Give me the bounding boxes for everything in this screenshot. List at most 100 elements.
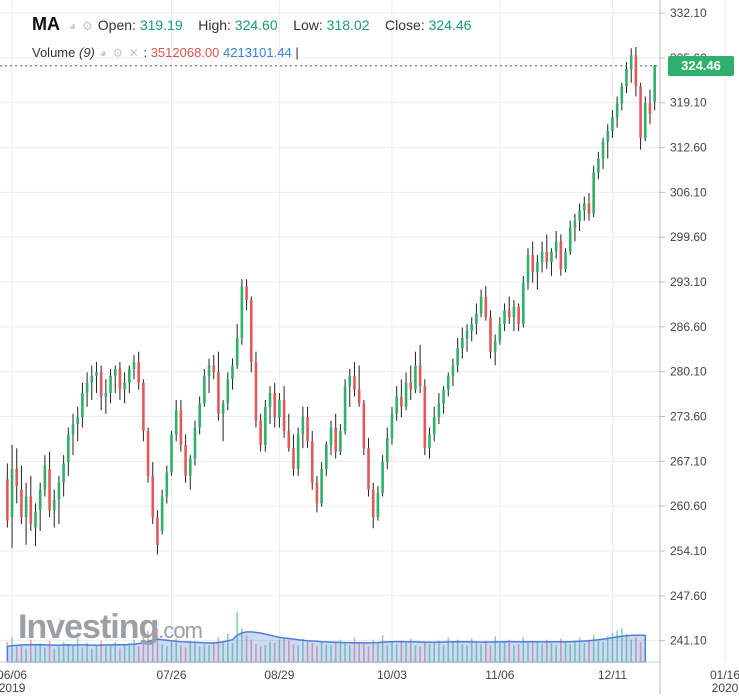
- candle-body: [437, 403, 441, 418]
- candle-body: [38, 489, 42, 511]
- candle-body: [376, 493, 380, 518]
- candle-body: [587, 203, 591, 214]
- y-tick-label: 293.10: [670, 275, 707, 289]
- candle-body: [10, 468, 14, 518]
- x-tick-label: 10/03: [377, 668, 407, 682]
- candle-body: [146, 430, 150, 476]
- candle-body: [221, 403, 225, 414]
- candle-body: [48, 468, 51, 511]
- candle-body: [81, 393, 84, 418]
- logo-suffix: .com: [158, 618, 203, 643]
- candle-body: [620, 86, 624, 104]
- y-tick-label: 280.10: [670, 365, 707, 379]
- symbol-title: MA: [32, 14, 60, 34]
- open-label: Open:: [97, 17, 136, 33]
- volume-average-area: [6, 631, 647, 663]
- candle-body: [559, 241, 563, 269]
- candle-body: [90, 375, 94, 383]
- candle-body: [343, 386, 347, 431]
- y-tick-label: 254.10: [670, 544, 707, 558]
- candle-body: [414, 365, 417, 390]
- open-value: 319.19: [139, 17, 183, 33]
- candle-body: [409, 382, 413, 390]
- candle-body: [160, 496, 164, 531]
- candle-body: [52, 499, 56, 511]
- candle-body: [179, 410, 183, 445]
- candle-body: [245, 286, 248, 300]
- volume-value-1: 3512068.00: [150, 45, 220, 60]
- candle-body: [287, 430, 291, 449]
- candle-body: [174, 410, 178, 435]
- candle-body: [273, 393, 277, 418]
- candle-body: [217, 372, 220, 414]
- volume-label: Volume: [32, 45, 76, 60]
- high-value: 324.60: [234, 17, 278, 33]
- y-tick-label: 260.60: [670, 499, 707, 513]
- y-tick-label: 299.60: [670, 230, 707, 244]
- candle-body: [371, 489, 375, 518]
- candle-body: [188, 458, 192, 476]
- candle-body: [67, 434, 70, 463]
- candle-body: [625, 68, 628, 87]
- y-tick-label: 286.60: [670, 320, 707, 334]
- candle-body: [357, 389, 361, 404]
- high-label: High:: [198, 17, 231, 33]
- volume-close-icon[interactable]: ✕: [128, 46, 139, 60]
- candle-body: [240, 286, 244, 338]
- candle-body: [390, 413, 394, 438]
- x-tick-label: 11/06: [485, 668, 514, 682]
- candle-body: [85, 382, 89, 394]
- candle-body: [254, 362, 258, 421]
- candle-body: [601, 141, 605, 159]
- candle-body: [142, 382, 145, 431]
- candle-body: [226, 379, 230, 404]
- candle-body: [109, 375, 112, 394]
- candle-body: [104, 393, 108, 397]
- candle-body: [282, 399, 286, 431]
- candle-body: [34, 511, 37, 528]
- candle-body: [62, 463, 65, 483]
- settings-gear-icon[interactable]: ⚙: [82, 19, 93, 33]
- candle-body: [137, 362, 140, 383]
- candle-body: [536, 262, 539, 273]
- volume-eye-icon[interactable]: ◕: [99, 46, 107, 60]
- volume-gear-icon[interactable]: ⚙: [112, 46, 124, 60]
- candle-body: [442, 389, 445, 404]
- candle-body: [207, 365, 211, 376]
- candle-body: [24, 496, 28, 518]
- candle-body: [381, 462, 384, 494]
- candle-body: [165, 472, 169, 497]
- candle-body: [43, 465, 47, 490]
- candle-body: [479, 296, 483, 314]
- candle-body: [310, 441, 314, 483]
- candle-body: [128, 368, 131, 383]
- candle-body: [249, 299, 253, 363]
- close-label: Close:: [385, 17, 425, 33]
- visibility-eye-icon[interactable]: ◕: [69, 19, 77, 33]
- candle-body: [629, 55, 633, 69]
- candle-body: [526, 255, 530, 283]
- candle-body: [113, 368, 117, 376]
- candle-body: [498, 324, 502, 342]
- candle-body: [615, 103, 619, 118]
- candle-body: [597, 158, 600, 173]
- candle-body: [418, 365, 422, 387]
- candle-body: [489, 317, 492, 352]
- candle-body: [151, 475, 155, 518]
- candle-body: [639, 86, 642, 138]
- candle-body: [348, 375, 352, 387]
- x-tick-label: 06/06: [0, 668, 27, 682]
- candle-body: [400, 396, 403, 407]
- candle-body: [507, 310, 511, 318]
- candle-body: [123, 382, 126, 390]
- y-tick-label: 312.60: [670, 141, 707, 155]
- y-tick-label: 273.60: [670, 410, 707, 424]
- candle-body: [231, 365, 234, 380]
- investing-logo: Investing.com: [18, 608, 203, 647]
- candle-body: [446, 375, 450, 390]
- candle-body: [203, 375, 206, 404]
- candle-body: [550, 251, 553, 263]
- candle-body: [156, 517, 159, 545]
